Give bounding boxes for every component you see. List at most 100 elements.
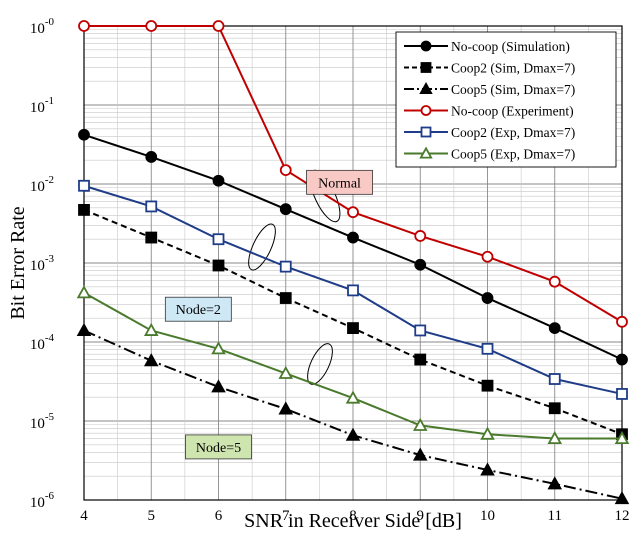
data-point-square bbox=[548, 402, 561, 415]
annotation-brackets bbox=[248, 169, 341, 385]
data-point-triangle bbox=[211, 341, 226, 355]
series-3 bbox=[76, 322, 630, 505]
data-point-square bbox=[481, 342, 494, 355]
legend-label: No-coop (Simulation) bbox=[451, 39, 570, 54]
data-point-square bbox=[420, 126, 432, 138]
data-point-circle bbox=[347, 206, 359, 219]
legend-entry: Coop2 (Exp, Dmax=7) bbox=[404, 125, 575, 140]
data-point-circle bbox=[420, 40, 432, 52]
x-tick-label: 10 bbox=[480, 508, 495, 524]
x-tick-label: 9 bbox=[417, 508, 425, 524]
data-point-circle bbox=[78, 128, 90, 141]
data-point-triangle bbox=[143, 322, 159, 336]
annotation-text: Node=2 bbox=[176, 303, 221, 318]
legend-entry: No-coop (Simulation) bbox=[404, 39, 570, 54]
data-point-circle bbox=[481, 292, 494, 304]
legend-entry: No-coop (Experiment) bbox=[404, 104, 574, 119]
x-tick-label: 6 bbox=[215, 508, 223, 524]
x-tick-label: 8 bbox=[349, 508, 357, 524]
annotation-box: Normal bbox=[306, 169, 373, 195]
data-point-square bbox=[481, 379, 494, 392]
x-axis-ticks: 4 5 6 7 8 9 10 11 12 bbox=[80, 508, 629, 524]
annotation-text: Node=5 bbox=[196, 441, 241, 456]
data-point-triangle bbox=[547, 476, 563, 490]
data-point-triangle bbox=[614, 430, 630, 445]
y-tick-label: 10-4 bbox=[30, 332, 55, 353]
data-point-triangle bbox=[480, 426, 495, 440]
series-5 bbox=[78, 179, 628, 400]
plot-frame bbox=[83, 25, 623, 501]
legend-label: Coop2 (Exp, Dmax=7) bbox=[451, 125, 575, 140]
legend: No-coop (Simulation) Coop2 (Sim, Dmax=7) C… bbox=[395, 31, 617, 168]
data-point-triangle bbox=[143, 353, 159, 367]
legend-entry: Coop5 (Exp, Dmax=7) bbox=[404, 146, 575, 162]
y-tick-label: 10-1 bbox=[30, 95, 54, 116]
data-point-circle bbox=[414, 258, 427, 271]
data-point-triangle bbox=[278, 365, 294, 379]
data-point-triangle bbox=[480, 462, 495, 476]
data-point-square bbox=[616, 388, 628, 400]
data-point-circle bbox=[548, 322, 561, 334]
annotation-box: Node=2 bbox=[164, 296, 232, 322]
data-point-circle bbox=[78, 20, 90, 32]
y-tick-label: 10-6 bbox=[30, 490, 55, 511]
y-tick-label: 10-2 bbox=[30, 174, 54, 195]
group-bracket bbox=[248, 223, 276, 271]
series-layer bbox=[76, 20, 630, 505]
data-point-circle bbox=[279, 203, 292, 216]
y-tick-label: 10-3 bbox=[30, 253, 55, 274]
data-point-square bbox=[414, 324, 427, 337]
legend-label: Coop5 (Exp, Dmax=7) bbox=[451, 147, 575, 162]
annotation-labels: Normal Node=2 Node=5 bbox=[164, 169, 373, 460]
data-point-circle bbox=[212, 20, 225, 32]
data-point-square bbox=[347, 322, 359, 334]
data-point-triangle bbox=[412, 447, 428, 461]
data-point-square bbox=[212, 233, 225, 246]
data-point-square bbox=[78, 179, 90, 192]
data-point-triangle bbox=[614, 491, 630, 505]
x-tick-label: 5 bbox=[148, 508, 156, 524]
y-tick-label: 10-0 bbox=[30, 16, 55, 37]
legend-label: Coop2 (Sim, Dmax=7) bbox=[451, 61, 575, 76]
data-point-square bbox=[212, 259, 225, 272]
x-tick-label: 4 bbox=[80, 508, 88, 524]
series-4 bbox=[78, 20, 628, 328]
data-point-circle bbox=[616, 353, 628, 366]
data-point-circle bbox=[481, 250, 494, 263]
data-point-triangle bbox=[419, 81, 433, 95]
x-tick-label: 11 bbox=[548, 508, 562, 524]
x-axis-label: SNR in Receiver Side [dB] bbox=[244, 510, 462, 532]
data-point-circle bbox=[420, 105, 432, 116]
data-point-circle bbox=[145, 20, 158, 32]
data-point-circle bbox=[212, 174, 225, 187]
data-point-square bbox=[347, 284, 359, 297]
data-point-square bbox=[414, 353, 427, 366]
data-point-triangle bbox=[76, 285, 92, 299]
data-point-square bbox=[279, 292, 292, 304]
x-tick-label: 12 bbox=[615, 508, 630, 524]
legend-entry: Coop2 (Sim, Dmax=7) bbox=[404, 61, 575, 76]
data-point-triangle bbox=[419, 146, 433, 159]
annotation-text: Normal bbox=[318, 176, 361, 191]
data-point-triangle bbox=[76, 322, 92, 336]
data-point-triangle bbox=[211, 379, 226, 393]
data-point-square bbox=[548, 373, 561, 385]
data-point-circle bbox=[279, 164, 292, 176]
series-1 bbox=[78, 128, 628, 366]
y-axis-ticks: 10-0 10-1 10-2 10-3 10-4 10-5 10-6 bbox=[30, 16, 55, 511]
data-point-square bbox=[145, 231, 158, 244]
y-tick-label: 10-5 bbox=[30, 411, 55, 432]
data-point-triangle bbox=[547, 430, 563, 445]
data-point-square bbox=[78, 204, 90, 216]
data-point-circle bbox=[145, 151, 158, 163]
legend-box bbox=[395, 31, 617, 168]
data-point-circle bbox=[548, 275, 561, 288]
data-point-square bbox=[145, 200, 158, 213]
x-tick-label: 7 bbox=[282, 508, 290, 524]
y-axis-label: Bit Error Rate bbox=[7, 206, 29, 319]
legend-label: No-coop (Experiment) bbox=[451, 104, 574, 119]
data-point-triangle bbox=[278, 401, 294, 415]
data-point-circle bbox=[414, 230, 427, 242]
data-point-circle bbox=[347, 231, 359, 244]
legend-entry: Coop5 (Sim, Dmax=7) bbox=[404, 81, 575, 97]
